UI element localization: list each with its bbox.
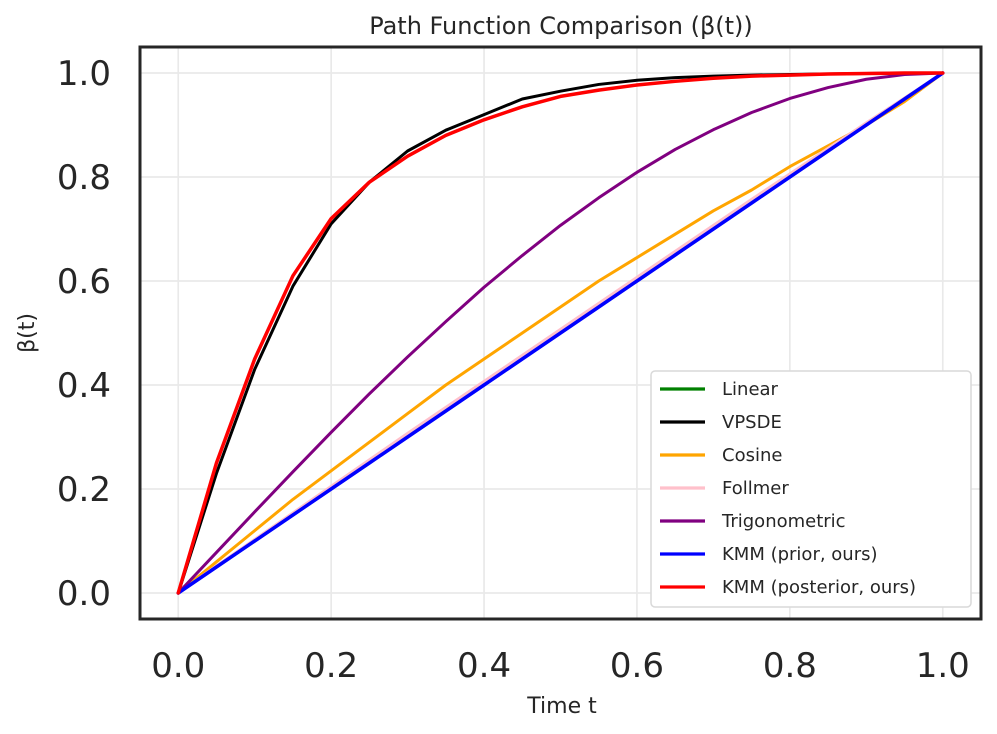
x-tick-label-3: 0.6 [610,646,664,686]
x-axis-label: Time t [526,694,597,719]
y-axis-label: β(t) [15,313,40,353]
legend-label-1: VPSDE [722,412,782,433]
x-tick-label-0: 0.0 [151,646,205,686]
series-line-6 [176,71,945,595]
legend-label-4: Trigonometric [721,511,846,532]
legend: Linear VPSDE Cosine Follmer Trigonometric KMM… [650,370,972,608]
x-tick-labels: 0.0 0.2 0.4 0.6 0.8 1.0 [151,646,970,686]
x-tick-label-4: 0.8 [763,646,817,686]
chart-title: Path Function Comparison (β(t)) [369,12,753,40]
legend-box [650,370,972,608]
series-lines [176,71,945,595]
x-tick-label-1: 0.2 [304,646,358,686]
y-tick-label-0: 0.0 [57,574,111,614]
series-line-4 [176,71,945,595]
legend-label-0: Linear [722,379,779,400]
series-line-2 [176,71,945,595]
plot-frame [138,45,983,621]
y-tick-label-1: 0.2 [57,470,111,510]
legend-label-6: KMM (posterior, ours) [722,577,916,598]
y-tick-labels: 0.0 0.2 0.4 0.6 0.8 1.0 [57,54,111,614]
legend-label-3: Follmer [722,478,789,499]
y-tick-label-2: 0.4 [57,366,111,406]
y-tick-label-4: 0.8 [57,158,111,198]
legend-items: Linear VPSDE Cosine Follmer Trigonometric KMM… [660,379,916,598]
y-tick-label-3: 0.6 [57,262,111,302]
series-line-5 [176,71,945,595]
legend-label-2: Cosine [722,445,782,466]
grid [140,47,981,619]
y-tick-label-5: 1.0 [57,54,111,94]
x-tick-label-5: 1.0 [916,646,970,686]
x-tick-label-2: 0.4 [457,646,511,686]
series-line-3 [176,71,945,595]
legend-label-5: KMM (prior, ours) [722,544,878,565]
